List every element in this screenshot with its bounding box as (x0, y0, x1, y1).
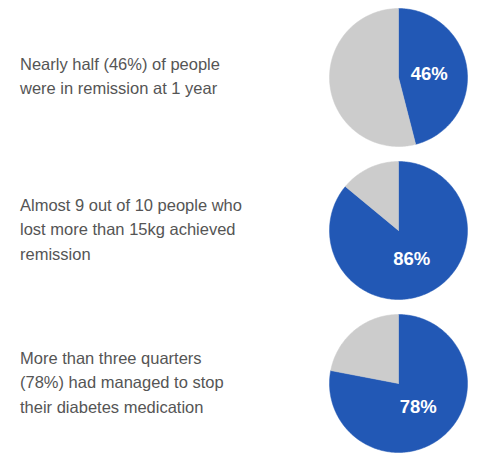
html-text:More than three quarters (78%): More than three quarters (78%) had manag… (20, 348, 224, 416)
svg-text:78%: 78% (400, 396, 437, 417)
html-text:Almost 9 out of 10 people who: Almost 9 out of 10 people who lost more … (20, 195, 242, 263)
svg-text:86%: 86% (393, 248, 430, 269)
html-text:Nearly half (46%) of people we: Nearly half (46%) of people were in remi… (20, 54, 220, 98)
svg-text:46%: 46% (411, 63, 448, 84)
